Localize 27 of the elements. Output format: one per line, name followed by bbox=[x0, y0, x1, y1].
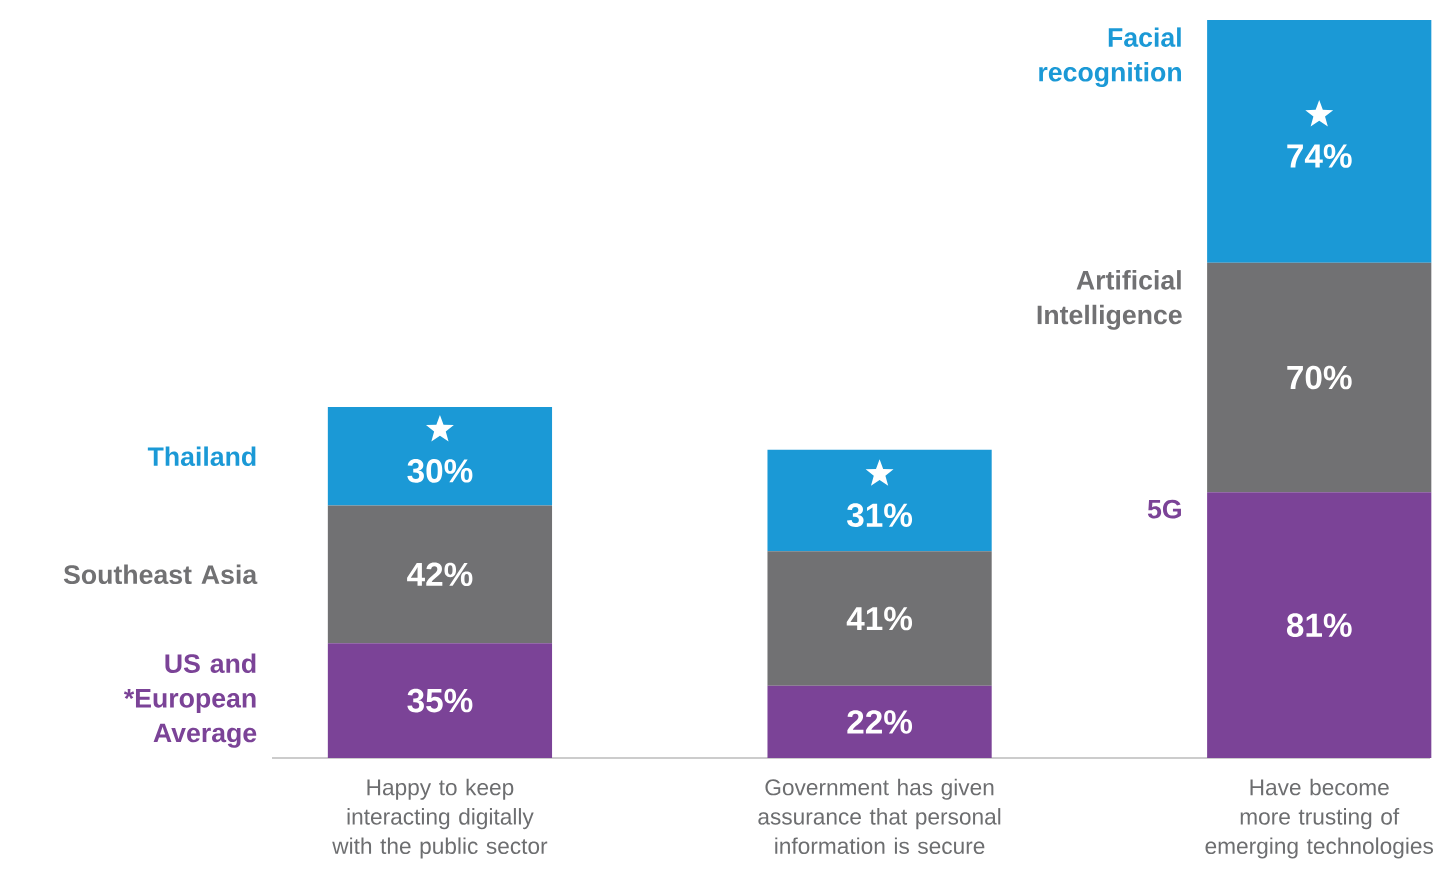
annotation: 5G bbox=[1147, 499, 1181, 519]
text: Thailand bbox=[147, 446, 256, 467]
bar bbox=[767, 449, 992, 552]
annotation: Facial recognition bbox=[1039, 27, 1181, 88]
data-label: 74% bbox=[1287, 144, 1352, 168]
bar bbox=[327, 643, 553, 758]
data-label: 41% bbox=[846, 606, 913, 631]
bar bbox=[327, 407, 553, 506]
bar bbox=[1207, 492, 1432, 758]
bar bbox=[1207, 262, 1432, 493]
x-tick-label: Happy to keep interacting digitally with the public sector bbox=[332, 778, 548, 859]
data-label: 81% bbox=[1286, 613, 1352, 637]
data-label: 35% bbox=[407, 688, 473, 713]
x-tick-label: Have become more trusting of emerging technologies bbox=[1205, 778, 1434, 859]
data-label: 31% bbox=[847, 503, 913, 528]
x-tick-label: Government has given assurance that personal information is secure bbox=[758, 778, 1001, 855]
annotation: Artificial Intelligence bbox=[1037, 270, 1182, 330]
bar bbox=[1207, 20, 1432, 263]
data-label: 22% bbox=[847, 710, 913, 734]
bar bbox=[767, 685, 992, 758]
data-label: 42% bbox=[407, 562, 473, 587]
bar bbox=[767, 551, 992, 686]
data-label: 70% bbox=[1287, 365, 1352, 390]
bar bbox=[327, 505, 553, 644]
text: US and *European Average bbox=[123, 653, 257, 748]
data-label: 30% bbox=[407, 459, 473, 483]
text: Southeast Asia bbox=[63, 564, 258, 585]
